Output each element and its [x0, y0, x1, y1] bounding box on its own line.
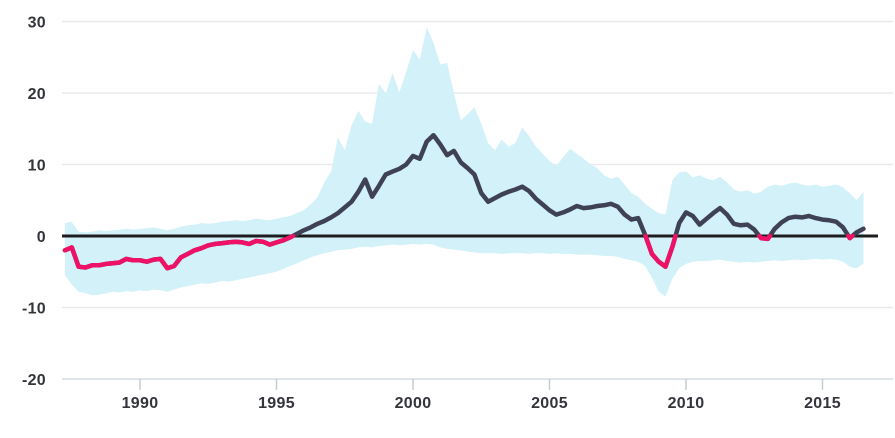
- x-axis-label: 2005: [531, 395, 568, 412]
- negative-segment: [62, 233, 296, 271]
- x-axis-label: 1995: [258, 395, 295, 412]
- negative-segment: [846, 233, 855, 241]
- y-axis-label: 20: [28, 86, 46, 103]
- y-axis-label: -20: [22, 372, 46, 389]
- y-axis-label: 30: [28, 15, 46, 32]
- uncertainty-band: [64, 27, 864, 297]
- x-axis-label: 2000: [395, 395, 432, 412]
- x-axis-label: 1990: [122, 395, 159, 412]
- y-axis-label: -10: [22, 301, 46, 318]
- negative-segment: [643, 233, 678, 269]
- y-axis-label: 0: [37, 229, 46, 246]
- y-axis-label: 10: [28, 158, 46, 175]
- x-axis-label: 2015: [804, 395, 841, 412]
- negative-segment: [757, 233, 773, 242]
- x-axis-label: 2010: [668, 395, 705, 412]
